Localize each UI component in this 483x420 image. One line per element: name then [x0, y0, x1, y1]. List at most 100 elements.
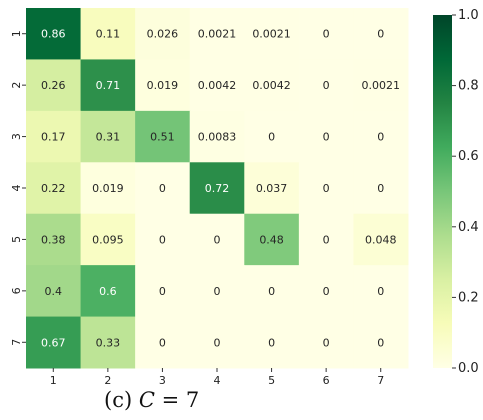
cell-label-r7-c5: 0 [268, 336, 275, 349]
cell-label-r7-c2: 0.33 [96, 336, 121, 349]
heatmap-cell-r6-c5 [244, 265, 300, 318]
heatmap-cell-r4-c2 [80, 162, 136, 215]
cell-label-r2-c1: 0.26 [41, 79, 66, 92]
heatmap-cell-r2-c3 [135, 59, 191, 112]
heatmap-cell-r3-c3 [135, 110, 191, 163]
heatmap-cell-r3-c7 [353, 110, 409, 163]
heatmap-cell-r4-c1 [26, 162, 82, 215]
heatmap-cell-r5-c7 [353, 213, 409, 266]
y-tick-label-2: 2 [10, 82, 23, 89]
cell-label-r6-c4: 0 [214, 285, 221, 298]
cell-label-r3-c7: 0 [377, 131, 384, 144]
heatmap-cell-r6-c6 [298, 265, 354, 318]
heatmap-cell-r7-c2 [80, 316, 136, 369]
cell-label-r2-c6: 0 [323, 79, 330, 92]
x-tick-label-5: 5 [268, 374, 275, 387]
heatmap-cell-r5-c3 [135, 213, 191, 266]
cell-label-r3-c2: 0.31 [96, 131, 121, 144]
cell-label-r4-c3: 0 [159, 182, 166, 195]
heatmap-cell-r6-c2 [80, 265, 136, 318]
heatmap-cell-r5-c5 [244, 213, 300, 266]
heatmap-cells [26, 8, 409, 369]
heatmap-cell-r2-c4 [189, 59, 245, 112]
cell-label-r7-c6: 0 [323, 336, 330, 349]
heatmap-cell-r7-c7 [353, 316, 409, 369]
x-tick-label-3: 3 [159, 374, 166, 387]
heatmap-cell-r2-c7 [353, 59, 409, 112]
cell-label-r3-c5: 0 [268, 131, 275, 144]
heatmap-cell-r1-c4 [189, 8, 245, 60]
cell-label-r2-c4: 0.0042 [198, 79, 237, 92]
cell-label-r1-c3: 0.026 [147, 28, 179, 41]
heatmap-cell-r3-c1 [26, 110, 82, 163]
y-tick-label-6: 6 [10, 287, 23, 294]
x-tick-label-7: 7 [377, 374, 384, 387]
heatmap-cell-r5-c2 [80, 213, 136, 266]
heatmap-cell-r1-c1 [26, 8, 82, 60]
heatmap-cell-r3-c2 [80, 110, 136, 163]
y-tick-label-4: 4 [10, 185, 23, 192]
heatmap-cell-r3-c6 [298, 110, 354, 163]
heatmap-cell-r4-c3 [135, 162, 191, 215]
cell-label-r3-c6: 0 [323, 131, 330, 144]
heatmap-cell-r2-c5 [244, 59, 300, 112]
cell-label-r1-c2: 0.11 [96, 28, 121, 41]
y-tick-label-5: 5 [10, 236, 23, 243]
caption-variable: C [138, 388, 155, 412]
cell-label-r4-c7: 0 [377, 182, 384, 195]
cell-label-r6-c5: 0 [268, 285, 275, 298]
cell-label-r3-c4: 0.0083 [198, 131, 237, 144]
cell-label-r7-c7: 0 [377, 336, 384, 349]
colorbar-tick-label-6: 1.0 [458, 8, 479, 23]
heatmap-cell-r1-c2 [80, 8, 136, 60]
cell-label-r6-c1: 0.4 [45, 285, 63, 298]
caption-suffix: = 7 [154, 388, 200, 412]
heatmap-cell-r7-c3 [135, 316, 191, 369]
heatmap-cell-r6-c3 [135, 265, 191, 318]
cell-label-r4-c2: 0.019 [92, 182, 124, 195]
x-tick-label-1: 1 [50, 374, 57, 387]
y-tick-label-1: 1 [10, 30, 23, 37]
cell-label-r6-c3: 0 [159, 285, 166, 298]
heatmap-cell-r7-c6 [298, 316, 354, 369]
heatmap-cell-r4-c4 [189, 162, 245, 215]
cell-label-r3-c1: 0.17 [41, 131, 66, 144]
x-tick-label-2: 2 [104, 374, 111, 387]
heatmap-cell-r4-c6 [298, 162, 354, 215]
heatmap-cell-r3-c5 [244, 110, 300, 163]
heatmap-cell-r4-c5 [244, 162, 300, 215]
heatmap-cell-r1-c3 [135, 8, 191, 60]
heatmap-cell-r7-c4 [189, 316, 245, 369]
x-tick-label-4: 4 [214, 374, 221, 387]
x-tick-label-6: 6 [323, 374, 330, 387]
y-tick-label-7: 7 [10, 339, 23, 346]
cell-label-r1-c6: 0 [323, 28, 330, 41]
cell-label-r7-c4: 0 [214, 336, 221, 349]
heatmap-cell-r1-c7 [353, 8, 409, 60]
cell-label-r2-c5: 0.0042 [252, 79, 291, 92]
colorbar-gradient [433, 15, 452, 368]
y-axis-ticks: 1 2 3 4 5 6 7 [10, 30, 26, 346]
x-axis-ticks: 1 2 3 4 5 6 7 [50, 368, 384, 387]
cell-label-r1-c4: 0.0021 [198, 28, 237, 41]
cell-label-r5-c5: 0.48 [259, 233, 284, 246]
cell-label-r2-c2: 0.71 [96, 79, 121, 92]
colorbar-tick-label-1: 0.0 [458, 361, 479, 376]
colorbar-ticks: 0.0 0.2 0.4 0.6 0.8 1.0 [452, 8, 479, 376]
cell-label-r5-c2: 0.095 [92, 233, 124, 246]
cell-label-r1-c5: 0.0021 [252, 28, 291, 41]
cell-label-r7-c1: 0.67 [41, 336, 66, 349]
heatmap-cell-r5-c6 [298, 213, 354, 266]
heatmap-cell-r2-c2 [80, 59, 136, 112]
cell-label-r5-c7: 0.048 [365, 233, 397, 246]
cell-label-r4-c5: 0.037 [256, 182, 288, 195]
heatmap-cell-r3-c4 [189, 110, 245, 163]
heatmap-cell-r1-c5 [244, 8, 300, 60]
heatmap-cell-r5-c1 [26, 213, 82, 266]
cell-label-r1-c1: 0.86 [41, 28, 66, 41]
heatmap-cell-r2-c6 [298, 59, 354, 112]
heatmap-cell-r6-c1 [26, 265, 82, 318]
cell-label-r1-c7: 0 [377, 28, 384, 41]
figure-caption: (c) C = 7 [104, 388, 199, 412]
